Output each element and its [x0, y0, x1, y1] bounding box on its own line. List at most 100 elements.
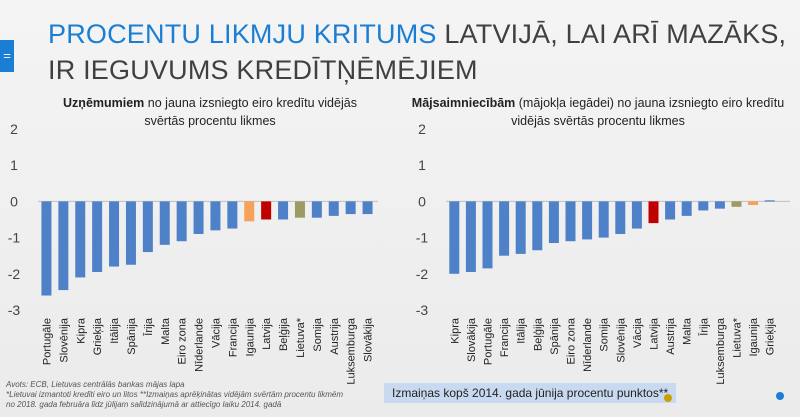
- title-rest: LATVIJĀ, LAI ARĪ MAZĀKS, IR IEGUVUMS KRE…: [48, 19, 787, 85]
- bar-eiro-zona: [176, 201, 187, 242]
- y-tick-label: 2: [418, 121, 426, 137]
- category-label: Lietuva*: [295, 317, 307, 357]
- category-label: Somija: [312, 317, 324, 352]
- bar-malta: [159, 201, 170, 245]
- footnote: Avots: ECB, Lietuvas centrālās bankas mā…: [6, 380, 406, 410]
- category-label: Grieķija: [92, 317, 104, 355]
- category-label: Vācija: [210, 317, 222, 348]
- bar-kipra: [449, 201, 460, 274]
- bar-lietuva-: [731, 201, 742, 207]
- category-label: Luksemburga: [715, 317, 727, 385]
- category-label: Īrija: [698, 317, 710, 336]
- y-tick-label: -2: [416, 266, 429, 282]
- bar-kipra: [75, 201, 86, 278]
- bar-vācija: [210, 201, 221, 231]
- right-subtitle-line1: (mājokļa iegādei) no jauna izsniegto eir…: [515, 96, 785, 110]
- category-label: Slovākija: [466, 317, 478, 362]
- bar-itālija: [109, 201, 120, 267]
- category-label: Slovēnija: [58, 317, 70, 363]
- y-tick-label: -3: [8, 302, 21, 318]
- bar-portugāle: [41, 201, 52, 296]
- category-label: Spānija: [126, 317, 138, 355]
- category-label: Grieķija: [765, 317, 777, 355]
- bar-austrija: [328, 201, 339, 216]
- category-label: Malta: [160, 317, 172, 345]
- bar-īrija: [142, 201, 153, 253]
- category-label: Francija: [227, 317, 239, 357]
- category-label: Itālija: [516, 317, 528, 344]
- category-label: Beļģija: [277, 317, 290, 351]
- bar-igaunija: [244, 201, 255, 222]
- bar-igaunija: [748, 201, 759, 206]
- category-label: Vācija: [632, 317, 644, 348]
- category-label: Austrija: [329, 317, 341, 355]
- bar-grieķija: [764, 200, 775, 202]
- category-label: Lietuva*: [732, 317, 744, 357]
- bar-portugāle: [482, 201, 493, 269]
- bar-somija: [311, 201, 322, 218]
- category-label: Īrija: [143, 317, 155, 336]
- y-tick-label: 1: [418, 157, 426, 173]
- bar-francija: [227, 201, 238, 229]
- category-label: Eiro zona: [566, 317, 578, 364]
- bar-slovēnija: [615, 201, 626, 234]
- bar-nīderlande: [193, 201, 204, 234]
- left-subtitle-bold: Uzņēmumiem: [63, 96, 145, 110]
- y-tick-label: 1: [10, 157, 18, 173]
- bar-beļģija: [532, 201, 543, 251]
- category-label: Kipra: [449, 317, 461, 344]
- category-label: Latvija: [261, 317, 273, 350]
- bar-latvija: [261, 201, 272, 220]
- category-label: Itālija: [109, 317, 121, 344]
- footnote-source: Avots: ECB, Lietuvas centrālās bankas mā…: [6, 380, 185, 389]
- bar-latvija: [648, 201, 659, 224]
- category-label: Igaunija: [748, 317, 760, 356]
- category-label: Nīderlande: [582, 318, 594, 372]
- y-tick-label: 0: [10, 193, 18, 209]
- y-tick-label: -2: [8, 266, 21, 282]
- footnote-note-cont: no 2018. gada februāra līdz jūlijam salī…: [6, 400, 282, 409]
- left-subtitle-line2: svērtās procentu likmes: [144, 114, 276, 128]
- category-label: Portugāle: [483, 318, 495, 365]
- category-label: Slovākija: [363, 317, 375, 362]
- bar-luksemburga: [345, 201, 356, 215]
- category-label: Luksemburga: [346, 317, 358, 385]
- right-subtitle-bold: Mājsaimniecībām: [411, 96, 516, 110]
- legend-note: Izmaiņas kopš 2014. gada jūnija procentu…: [384, 383, 677, 403]
- category-label: Nīderlande: [194, 318, 206, 372]
- y-tick-label: -1: [416, 230, 429, 246]
- right-chart-subtitle: Mājsaimniecībām (mājokļa iegādei) no jau…: [398, 94, 798, 130]
- bar-itālija: [515, 201, 526, 254]
- category-label: Malta: [682, 317, 694, 345]
- category-label: Austrija: [665, 317, 677, 355]
- y-tick-label: -3: [416, 302, 429, 318]
- bar-slovākija: [362, 201, 373, 215]
- bar-slovēnija: [58, 201, 69, 291]
- bar-malta: [681, 201, 692, 216]
- bar-vācija: [631, 201, 642, 229]
- slide-nav-tab[interactable]: =: [0, 40, 14, 72]
- footnote-note: *Lietuvai izmantoti kredīti eiro un lito…: [6, 390, 344, 399]
- bar-francija: [499, 201, 510, 256]
- category-label: Latvija: [649, 317, 661, 350]
- right-subtitle-line2: vidējās svērtās procentu likmes: [511, 114, 685, 128]
- bar-eiro-zona: [565, 201, 576, 242]
- bar-slovākija: [465, 201, 476, 272]
- equals-icon: =: [3, 48, 11, 63]
- y-tick-label: 2: [10, 121, 18, 137]
- y-tick-label: 0: [418, 193, 426, 209]
- bar-grieķija: [92, 201, 103, 272]
- title-accent: PROCENTU LIKMJU KRITUMS: [48, 19, 437, 49]
- marker-dot-left: [664, 394, 672, 402]
- slide-title: PROCENTU LIKMJU KRITUMS LATVIJĀ, LAI ARĪ…: [48, 16, 788, 88]
- left-subtitle-line1: no jauna izsniegto eiro kredītu vidējās: [144, 96, 357, 110]
- category-label: Portugāle: [41, 318, 53, 365]
- bar-nīderlande: [582, 201, 593, 240]
- category-label: Francija: [499, 317, 511, 357]
- bar-beļģija: [278, 201, 289, 220]
- bar-spānija: [548, 201, 559, 244]
- category-label: Igaunija: [244, 317, 256, 356]
- category-label: Beļģija: [531, 317, 544, 351]
- bar-somija: [598, 201, 609, 238]
